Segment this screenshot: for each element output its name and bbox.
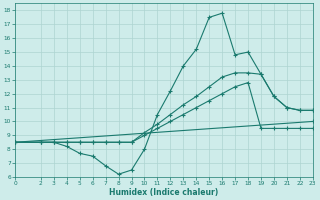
X-axis label: Humidex (Indice chaleur): Humidex (Indice chaleur) [109,188,219,197]
